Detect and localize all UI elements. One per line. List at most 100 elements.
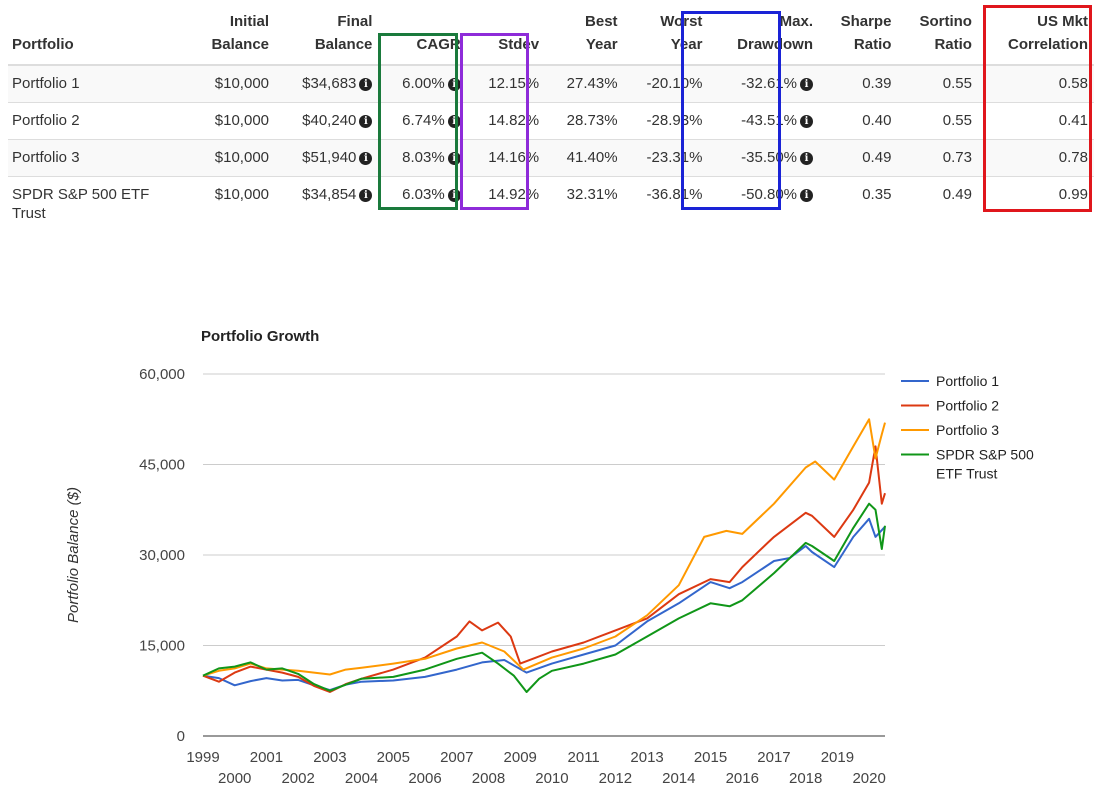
y-tick-label: 45,000 — [139, 457, 185, 474]
y-axis-title: Portfolio Balance ($) — [65, 487, 82, 623]
x-tick-label: 2001 — [250, 749, 283, 766]
col-header-sharpe-ratio: Sharpe Ratio — [819, 6, 898, 66]
x-tick-label: 2012 — [599, 770, 632, 787]
x-tick-label: 2007 — [440, 749, 473, 766]
x-tick-label: 2005 — [377, 749, 410, 766]
y-tick-label: 60,000 — [139, 366, 185, 383]
cagr-cell: 8.03% i — [378, 139, 467, 177]
col-header-max-drawdown: Max. Drawdown — [708, 6, 820, 66]
col-header-best-year: Best Year — [545, 6, 624, 66]
max-drawdown-cell: -43.51% i — [708, 102, 820, 140]
series-lines — [202, 418, 886, 693]
info-icon[interactable]: i — [359, 78, 373, 91]
x-tick-label: 2002 — [281, 770, 314, 787]
x-tick-label: 2006 — [408, 770, 441, 787]
us-mkt-correlation: 0.99 — [977, 176, 1094, 232]
us-mkt-correlation: 0.58 — [977, 65, 1094, 103]
x-tick-label: 2009 — [504, 749, 537, 766]
info-icon[interactable]: i — [359, 189, 373, 202]
col-header-final-balance: Final Balance — [275, 6, 379, 66]
y-tick-label: 0 — [177, 728, 185, 745]
best-year: 28.73% — [545, 102, 624, 140]
grid-lines — [203, 373, 885, 737]
x-tick-label: 2003 — [313, 749, 346, 766]
col-header-worst-year: Worst Year — [623, 6, 709, 66]
x-tick-label: 2016 — [726, 770, 759, 787]
x-tick-label: 2015 — [694, 749, 727, 766]
x-tick-label: 2018 — [789, 770, 822, 787]
cagr-cell: 6.00% i — [378, 65, 467, 103]
series-line-3 — [202, 418, 886, 677]
legend-label: Portfolio 2 — [936, 398, 999, 414]
series-line-2 — [202, 445, 886, 693]
legend-label: Portfolio 1 — [936, 373, 999, 389]
table-row: Portfolio 3 $10,000 $51,940 i 8.03% i 14.1… — [8, 139, 1094, 177]
initial-balance: $10,000 — [188, 65, 276, 103]
x-tick-label: 2008 — [472, 770, 505, 787]
x-tick-label: 2013 — [630, 749, 663, 766]
sortino-ratio: 0.55 — [897, 65, 978, 103]
info-icon[interactable]: i — [359, 152, 373, 165]
portfolio-name: Portfolio 3 — [8, 139, 188, 177]
x-tick-label: 2000 — [218, 770, 251, 787]
final-balance-cell: $40,240 i — [275, 102, 379, 140]
sharpe-ratio: 0.40 — [819, 102, 898, 140]
final-balance-cell: $34,683 i — [275, 65, 379, 103]
info-icon[interactable]: i — [800, 115, 814, 128]
initial-balance: $10,000 — [188, 176, 276, 232]
info-icon[interactable]: i — [800, 189, 814, 202]
axes: 0 15,000 30,000 45,000 60,000 1999 2001 2003 200… — [65, 366, 886, 787]
legend-label: SPDR S&P 500 — [936, 447, 1034, 463]
col-header-cagr: CAGR — [378, 6, 467, 66]
x-tick-label: 2004 — [345, 770, 378, 787]
chart-title: Portfolio Growth — [201, 328, 320, 345]
legend-label: Portfolio 3 — [936, 422, 999, 438]
worst-year: -28.93% — [623, 102, 709, 140]
col-header-stdev: Stdev — [466, 6, 546, 66]
portfolio-name: SPDR S&P 500 ETF Trust — [8, 176, 188, 232]
info-icon[interactable]: i — [359, 115, 373, 128]
best-year: 41.40% — [545, 139, 624, 177]
y-tick-label: 30,000 — [139, 547, 185, 564]
x-tick-label: 2019 — [821, 749, 854, 766]
cagr-cell: 6.03% i — [378, 176, 467, 232]
us-mkt-correlation: 0.78 — [977, 139, 1094, 177]
col-header-portfolio: Portfolio — [8, 6, 188, 66]
x-tick-label: 2020 — [852, 770, 885, 787]
x-tick-label: 2011 — [568, 749, 600, 766]
x-tick-label: 1999 — [186, 749, 219, 766]
sharpe-ratio: 0.49 — [819, 139, 898, 177]
info-icon[interactable]: i — [800, 78, 814, 91]
info-icon[interactable]: i — [800, 152, 814, 165]
sharpe-ratio: 0.35 — [819, 176, 898, 232]
legend-label: ETF Trust — [936, 466, 998, 482]
sortino-ratio: 0.49 — [897, 176, 978, 232]
final-balance-cell: $34,854 i — [275, 176, 379, 232]
y-tick-label: 15,000 — [139, 638, 185, 655]
stdev: 14.16% — [466, 139, 546, 177]
series-line-4 — [202, 502, 886, 693]
max-drawdown-cell: -50.80% i — [708, 176, 820, 232]
x-tick-label: 2017 — [757, 749, 790, 766]
legend: Portfolio 1 Portfolio 2 Portfolio 3 SPDR S&… — [901, 373, 1034, 482]
initial-balance: $10,000 — [188, 102, 276, 140]
us-mkt-correlation: 0.41 — [977, 102, 1094, 140]
col-header-initial-balance: Initial Balance — [188, 6, 276, 66]
sharpe-ratio: 0.39 — [819, 65, 898, 103]
x-tick-label: 2014 — [662, 770, 695, 787]
initial-balance: $10,000 — [188, 139, 276, 177]
series-line-1 — [202, 517, 886, 692]
col-header-us-mkt-correlation: US Mkt Correlation — [977, 6, 1094, 66]
best-year: 27.43% — [545, 65, 624, 103]
table-header-row: Portfolio Initial Balance Final Balance CA… — [8, 6, 1094, 66]
portfolio-name: Portfolio 2 — [8, 102, 188, 140]
best-year: 32.31% — [545, 176, 624, 232]
worst-year: -36.81% — [623, 176, 709, 232]
col-header-sortino-ratio: Sortino Ratio — [897, 6, 978, 66]
max-drawdown-cell: -32.61% i — [708, 65, 820, 103]
portfolio-name: Portfolio 1 — [8, 65, 188, 103]
final-balance-cell: $51,940 i — [275, 139, 379, 177]
sortino-ratio: 0.73 — [897, 139, 978, 177]
worst-year: -20.10% — [623, 65, 709, 103]
